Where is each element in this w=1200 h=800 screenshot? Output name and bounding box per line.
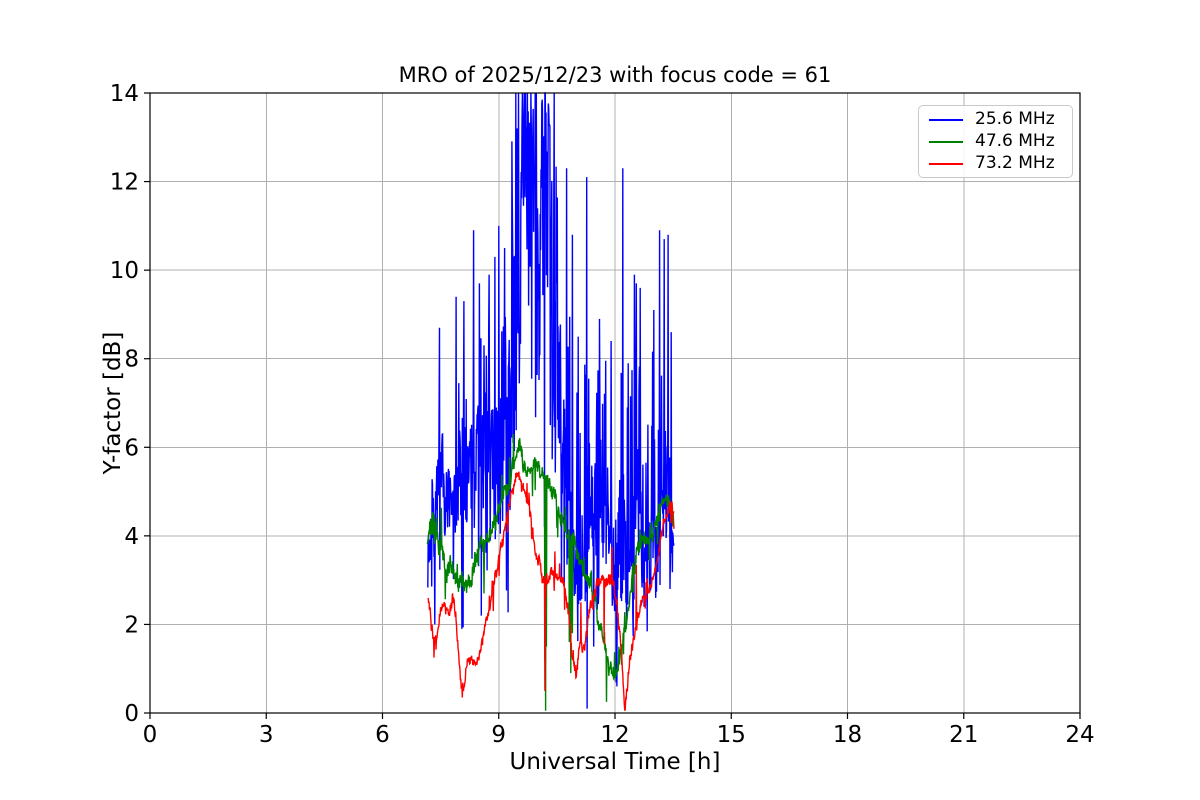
legend-entry-73-2-mhz: 73.2 MHz — [929, 155, 1072, 172]
y-tick-label: 12 — [110, 170, 139, 196]
x-tick-label: 6 — [375, 722, 390, 748]
y-tick-label: 4 — [124, 524, 139, 550]
gridlines — [149, 92, 1081, 714]
x-tick-label: 9 — [491, 722, 506, 748]
series-line-25-6-mhz — [427, 92, 675, 709]
x-tick-label: 21 — [949, 722, 978, 748]
y-tick-label: 0 — [124, 701, 139, 727]
y-tick-label: 6 — [124, 435, 139, 461]
legend-label-73-2-mhz: 73.2 MHz — [975, 153, 1055, 173]
legend-line-swatch-green — [929, 140, 963, 143]
tick-marks — [144, 92, 1081, 719]
series-line-73-2-mhz — [427, 471, 675, 711]
x-tick-label: 0 — [143, 722, 158, 748]
y-tick-label: 10 — [110, 258, 139, 284]
legend-entry-47-6-mhz: 47.6 MHz — [929, 133, 1072, 150]
series-line-47-6-mhz — [426, 433, 675, 711]
x-tick-label: 15 — [717, 722, 746, 748]
y-tick-labels: 0 2 4 6 8 10 12 14 — [110, 81, 139, 727]
legend-line-swatch-blue — [929, 118, 963, 121]
y-axis-label: Y-factor [dB] — [100, 332, 126, 476]
legend-label-25-6-mhz: 25.6 MHz — [975, 109, 1055, 129]
legend: 25.6 MHz 47.6 MHz 73.2 MHz — [918, 105, 1073, 178]
legend-line-swatch-red — [929, 162, 963, 165]
series-lines — [426, 92, 675, 711]
y-tick-label: 2 — [124, 612, 139, 638]
chart-title: MRO of 2025/12/23 with focus code = 61 — [399, 63, 832, 87]
y-tick-label: 8 — [124, 347, 139, 373]
legend-label-47-6-mhz: 47.6 MHz — [975, 131, 1055, 151]
x-tick-label: 3 — [259, 722, 274, 748]
x-tick-label: 12 — [600, 722, 629, 748]
x-tick-label: 18 — [833, 722, 862, 748]
x-tick-labels: 0 3 6 9 12 15 18 21 24 — [143, 722, 1095, 748]
x-axis-label: Universal Time [h] — [510, 749, 721, 775]
legend-entry-25-6-mhz: 25.6 MHz — [929, 111, 1072, 128]
x-tick-label: 24 — [1065, 722, 1094, 748]
y-tick-label: 14 — [110, 81, 139, 107]
